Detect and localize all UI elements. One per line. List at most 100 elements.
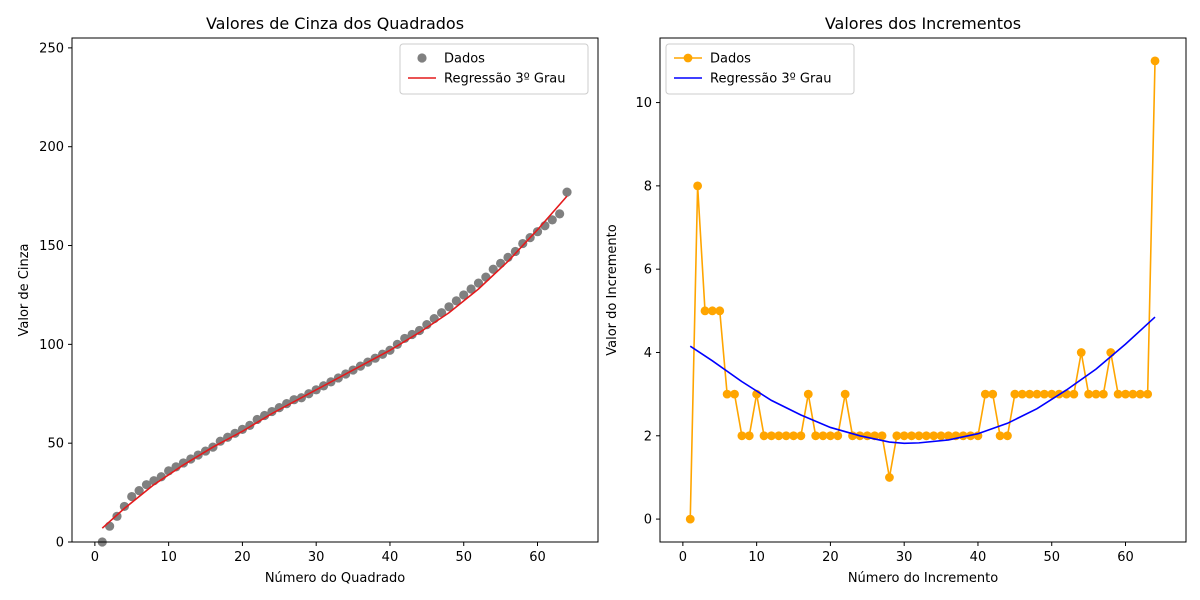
y-tick-label: 150 <box>39 239 64 254</box>
data-point <box>744 431 754 441</box>
data-point <box>877 431 887 441</box>
data-point <box>803 389 813 399</box>
series-1 <box>685 56 1160 524</box>
x-axis-label: Número do Quadrado <box>265 571 405 586</box>
data-point <box>237 424 248 434</box>
x-tick-label: 50 <box>1043 550 1060 565</box>
legend: Dados Regressão 3º Grau <box>665 43 855 95</box>
series-line <box>101 195 568 529</box>
x-tick-label: 10 <box>748 550 765 565</box>
data-point <box>767 431 776 441</box>
data-point <box>730 389 739 399</box>
y-tick-label: 4 <box>644 346 652 361</box>
y-tick-label: 100 <box>39 338 64 353</box>
y-tick-label: 8 <box>644 179 652 194</box>
data-point <box>1091 389 1101 399</box>
legend-box <box>399 43 589 95</box>
data-point <box>555 209 565 219</box>
data-point <box>693 181 703 191</box>
legend-marker <box>417 53 427 63</box>
data-point <box>407 329 417 340</box>
data-point <box>259 410 270 421</box>
series-2 <box>689 316 1156 445</box>
legend-marker <box>683 53 693 63</box>
data-point <box>119 501 129 512</box>
data-point <box>1135 389 1145 399</box>
data-point <box>223 432 233 442</box>
data-point <box>818 431 828 441</box>
data-point <box>112 511 122 521</box>
data-point <box>1076 348 1086 357</box>
data-point <box>833 431 843 441</box>
y-tick-label: 6 <box>644 263 652 278</box>
y-tick-label: 200 <box>39 140 64 155</box>
data-point <box>944 431 953 441</box>
data-point <box>1113 389 1123 399</box>
data-point <box>518 238 528 249</box>
y-tick-label: 0 <box>56 536 64 551</box>
y-tick-label: 250 <box>39 41 64 56</box>
data-point <box>774 431 784 441</box>
data-point <box>510 246 520 257</box>
data-point <box>547 215 557 225</box>
data-point <box>914 431 924 441</box>
data-point <box>722 389 732 399</box>
data-point <box>289 395 299 405</box>
data-point <box>1128 389 1138 399</box>
data-point <box>488 264 498 274</box>
data-point <box>1106 348 1116 357</box>
data-point <box>459 290 469 300</box>
data-point <box>230 428 240 438</box>
y-tick-label: 0 <box>644 513 652 528</box>
plot-frame <box>659 37 1187 543</box>
data-point <box>840 389 850 399</box>
data-point <box>1084 389 1094 399</box>
x-tick-label: 60 <box>529 550 546 565</box>
x-tick-label: 0 <box>679 550 687 565</box>
data-point <box>980 389 990 399</box>
data-point <box>700 306 710 316</box>
data-point <box>759 431 769 441</box>
legend: Dados Regressão 3º Grau <box>399 43 589 95</box>
data-point <box>789 431 798 441</box>
x-tick-label: 20 <box>822 550 839 565</box>
data-point <box>473 278 484 288</box>
data-point <box>1032 389 1042 399</box>
data-point <box>1069 389 1079 399</box>
data-point <box>995 431 1005 441</box>
data-point <box>892 431 902 441</box>
data-point <box>178 458 188 468</box>
data-point <box>921 431 931 441</box>
data-point <box>215 436 225 446</box>
chart-2: Valores dos Incrementos 0 10 20 30 40 50 60 0 2 4 6… <box>605 14 1187 586</box>
data-point <box>134 486 144 496</box>
data-point <box>707 306 717 316</box>
data-point <box>444 302 454 312</box>
data-point <box>885 473 894 482</box>
x-tick-label: 40 <box>970 550 987 565</box>
data-point <box>929 431 939 441</box>
x-tick-label: 10 <box>160 550 177 565</box>
data-point <box>1003 431 1012 441</box>
data-point <box>899 431 909 441</box>
data-point <box>1098 389 1108 399</box>
data-point <box>466 284 476 294</box>
x-axis-label: Número do Incremento <box>848 571 998 586</box>
data-point <box>1047 389 1057 399</box>
y-tick-label: 50 <box>47 437 64 452</box>
y-axis-label: Valor do Incremento <box>605 224 620 356</box>
legend-entry: Regressão 3º Grau <box>444 72 566 87</box>
x-tick-label: 40 <box>382 550 399 565</box>
data-point <box>414 325 425 336</box>
series-2 <box>101 195 568 529</box>
data-point <box>826 431 835 441</box>
data-point <box>811 431 821 441</box>
legend-entry: Dados <box>444 52 485 67</box>
data-point <box>267 406 277 417</box>
chart-title: Valores dos Incrementos <box>825 14 1021 33</box>
data-point <box>481 272 491 282</box>
chart-title: Valores de Cinza dos Quadrados <box>206 14 464 33</box>
data-point <box>1143 389 1153 399</box>
data-point <box>1039 389 1049 399</box>
data-point <box>437 308 447 318</box>
